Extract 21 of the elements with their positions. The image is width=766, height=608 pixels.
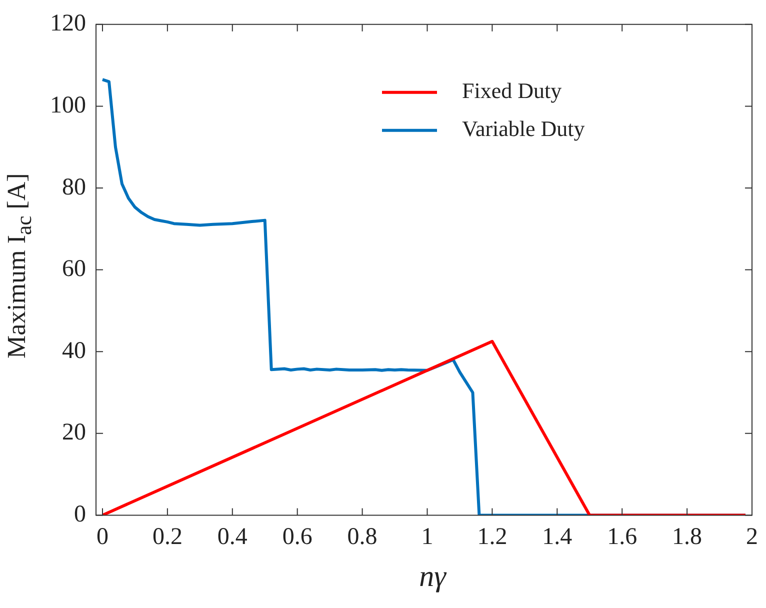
x-tick-label: 1.4 [542, 524, 572, 550]
y-tick-label: 60 [62, 256, 86, 282]
x-tick-label: 0.8 [347, 524, 378, 550]
x-tick-label: 0.4 [217, 524, 248, 550]
legend-label: Variable Duty [462, 116, 585, 142]
x-tick-label: 0 [96, 524, 108, 550]
x-tick-label: 0.6 [282, 524, 312, 550]
x-tick-label: 1.6 [607, 524, 638, 550]
x-tick-label: 1.2 [477, 524, 508, 550]
x-tick-label: 0.2 [152, 524, 182, 550]
y-tick-label: 80 [62, 174, 86, 200]
x-axis-title: nγ [418, 560, 448, 594]
x-tick-label: 1.8 [672, 524, 702, 550]
y-tick-label: 20 [62, 420, 86, 446]
y-tick-label: 40 [62, 338, 86, 364]
y-tick-label: 100 [50, 92, 86, 118]
y-tick-label: 0 [74, 501, 86, 528]
x-tick-label: 2 [746, 524, 758, 550]
legend-label: Fixed Duty [462, 78, 562, 104]
x-tick-label: 1 [421, 524, 434, 550]
y-tick-label: 120 [50, 10, 86, 37]
